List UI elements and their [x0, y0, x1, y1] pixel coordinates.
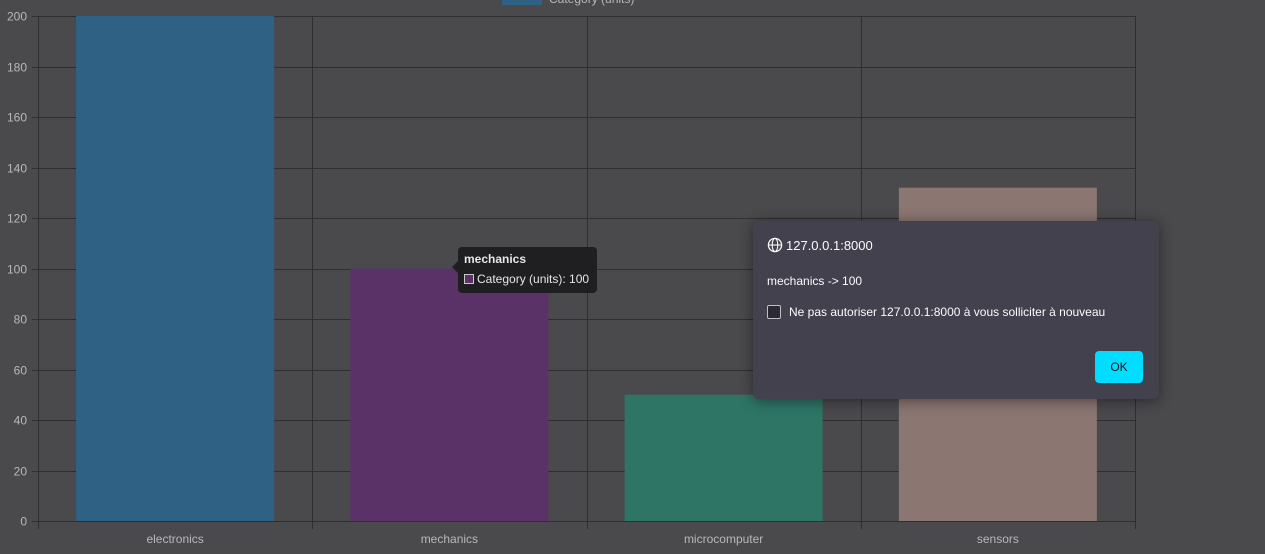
dialog-message: mechanics -> 100: [767, 274, 863, 288]
ok-button[interactable]: OK: [1095, 351, 1143, 383]
tooltip-caret: [452, 261, 458, 273]
axes: 0 20 40 60 80 100 120 140 160 180 200 electronics me…: [7, 10, 1019, 547]
y-tick-label: 20: [14, 465, 28, 479]
dialog-checkbox-label[interactable]: Ne pas autoriser 127.0.0.1:8000 à vous s…: [789, 305, 1106, 319]
bar-electronics[interactable]: [76, 16, 275, 521]
y-tick-label: 140: [7, 162, 27, 176]
tooltip-row: Category (units): 100: [464, 272, 591, 286]
dont-allow-checkbox[interactable]: [767, 305, 781, 319]
tooltip-title: mechanics: [464, 252, 527, 266]
y-tick-label: 200: [7, 10, 27, 24]
bar-mechanics[interactable]: [350, 268, 549, 522]
y-tick-label: 100: [7, 263, 27, 277]
x-tick-label: sensors: [977, 532, 1019, 546]
tooltip-label: Category (units): 100: [477, 272, 590, 286]
x-tick-label: mechanics: [421, 532, 478, 546]
tooltip-swatch: [464, 274, 474, 284]
y-tick-label: 40: [14, 414, 28, 428]
legend[interactable]: Category (units): [502, 0, 634, 6]
dialog-header: 127.0.0.1:8000: [767, 237, 873, 253]
globe-icon: [767, 237, 783, 253]
dialog-checkbox-row[interactable]: Ne pas autoriser 127.0.0.1:8000 à vous s…: [767, 305, 1105, 319]
dialog-origin: 127.0.0.1:8000: [786, 237, 873, 253]
x-tick-label: microcomputer: [684, 532, 763, 546]
y-tick-label: 160: [7, 111, 27, 125]
bar-microcomputer[interactable]: [624, 394, 823, 521]
y-tick-label: 120: [7, 212, 27, 226]
y-tick-label: 180: [7, 61, 27, 75]
legend-swatch[interactable]: [502, 0, 542, 5]
y-tick-label: 80: [14, 313, 28, 327]
y-tick-label: 60: [14, 364, 28, 378]
legend-label[interactable]: Category (units): [549, 0, 634, 6]
alert-dialog: 127.0.0.1:8000 mechanics -> 100 Ne pas a…: [753, 221, 1159, 399]
chart-tooltip: mechanics Category (units): 100: [452, 247, 597, 293]
x-tick-label: electronics: [146, 532, 203, 546]
y-tick-label: 0: [20, 515, 27, 529]
